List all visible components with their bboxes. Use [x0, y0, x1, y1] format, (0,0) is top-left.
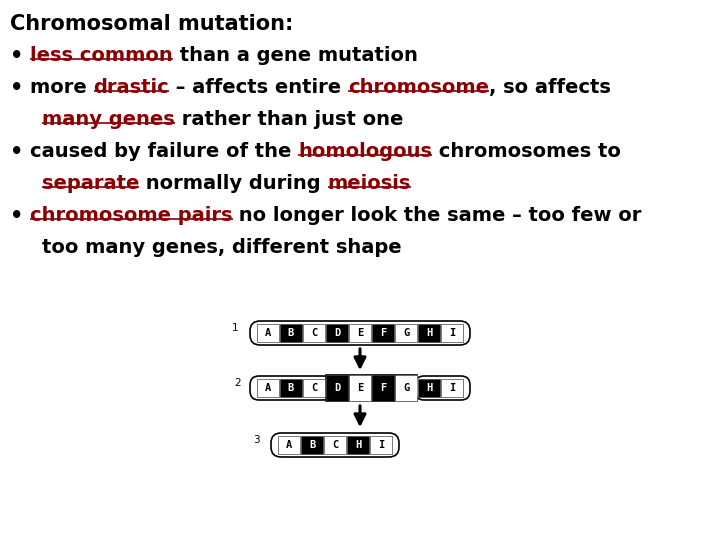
Bar [326, 375, 348, 401]
Text: , so affects: , so affects [489, 78, 611, 97]
Bar [280, 379, 302, 397]
Bar [257, 324, 279, 342]
FancyBboxPatch shape [415, 376, 470, 400]
Bar [303, 379, 325, 397]
Bar [370, 436, 392, 454]
Text: E: E [357, 328, 363, 338]
Text: C: C [311, 383, 317, 393]
Text: 3: 3 [253, 435, 260, 445]
FancyBboxPatch shape [271, 433, 399, 457]
Text: 2: 2 [234, 378, 240, 388]
Text: 1: 1 [232, 323, 238, 333]
Bar [301, 436, 323, 454]
Text: I: I [449, 328, 455, 338]
Text: D: D [334, 328, 340, 338]
Text: chromosome: chromosome [348, 78, 489, 97]
Bar [349, 375, 371, 401]
Bar [372, 375, 394, 401]
Text: •: • [10, 78, 23, 98]
Bar [372, 324, 394, 342]
Text: H: H [426, 328, 432, 338]
Text: G: G [403, 328, 409, 338]
Text: many genes: many genes [42, 110, 175, 129]
Bar [395, 324, 417, 342]
Bar [326, 324, 348, 342]
Text: D: D [334, 383, 340, 393]
Text: chromosomes to: chromosomes to [432, 142, 621, 161]
Text: B: B [309, 440, 315, 450]
Bar [280, 324, 302, 342]
Bar [257, 379, 279, 397]
Bar [349, 324, 371, 342]
Text: G: G [403, 383, 409, 393]
Text: •: • [10, 142, 23, 162]
Text: I: I [449, 383, 455, 393]
Bar [395, 375, 417, 401]
Bar [418, 379, 440, 397]
Bar [441, 324, 463, 342]
Bar [441, 379, 463, 397]
Text: C: C [311, 328, 317, 338]
Text: C: C [332, 440, 338, 450]
Bar [347, 436, 369, 454]
Text: A: A [286, 440, 292, 450]
Text: A: A [265, 383, 271, 393]
Text: homologous: homologous [298, 142, 432, 161]
Bar [326, 375, 417, 401]
Text: I: I [378, 440, 384, 450]
Text: B: B [288, 328, 294, 338]
Text: separate: separate [42, 174, 140, 193]
Text: too many genes, different shape: too many genes, different shape [42, 238, 402, 257]
Bar [418, 324, 440, 342]
FancyBboxPatch shape [250, 321, 470, 345]
Bar [324, 436, 346, 454]
Text: F: F [380, 383, 386, 393]
Text: B: B [288, 383, 294, 393]
Text: •: • [10, 46, 23, 66]
Text: normally during: normally during [140, 174, 328, 193]
Text: chromosome pairs: chromosome pairs [30, 206, 233, 225]
Text: drastic: drastic [94, 78, 169, 97]
Text: H: H [355, 440, 361, 450]
Text: rather than just one: rather than just one [175, 110, 403, 129]
Text: A: A [265, 328, 271, 338]
Text: more: more [30, 78, 94, 97]
Text: H: H [426, 383, 432, 393]
Bar [303, 324, 325, 342]
Text: less common: less common [30, 46, 173, 65]
Text: meiosis: meiosis [328, 174, 411, 193]
Text: •: • [10, 206, 23, 226]
Text: Chromosomal mutation:: Chromosomal mutation: [10, 14, 293, 34]
Text: E: E [357, 383, 363, 393]
Text: F: F [380, 328, 386, 338]
Text: caused by failure of the: caused by failure of the [30, 142, 298, 161]
FancyBboxPatch shape [250, 376, 332, 400]
Bar [278, 436, 300, 454]
Text: than a gene mutation: than a gene mutation [173, 46, 418, 65]
Text: – affects entire: – affects entire [169, 78, 348, 97]
Text: no longer look the same – too few or: no longer look the same – too few or [233, 206, 642, 225]
